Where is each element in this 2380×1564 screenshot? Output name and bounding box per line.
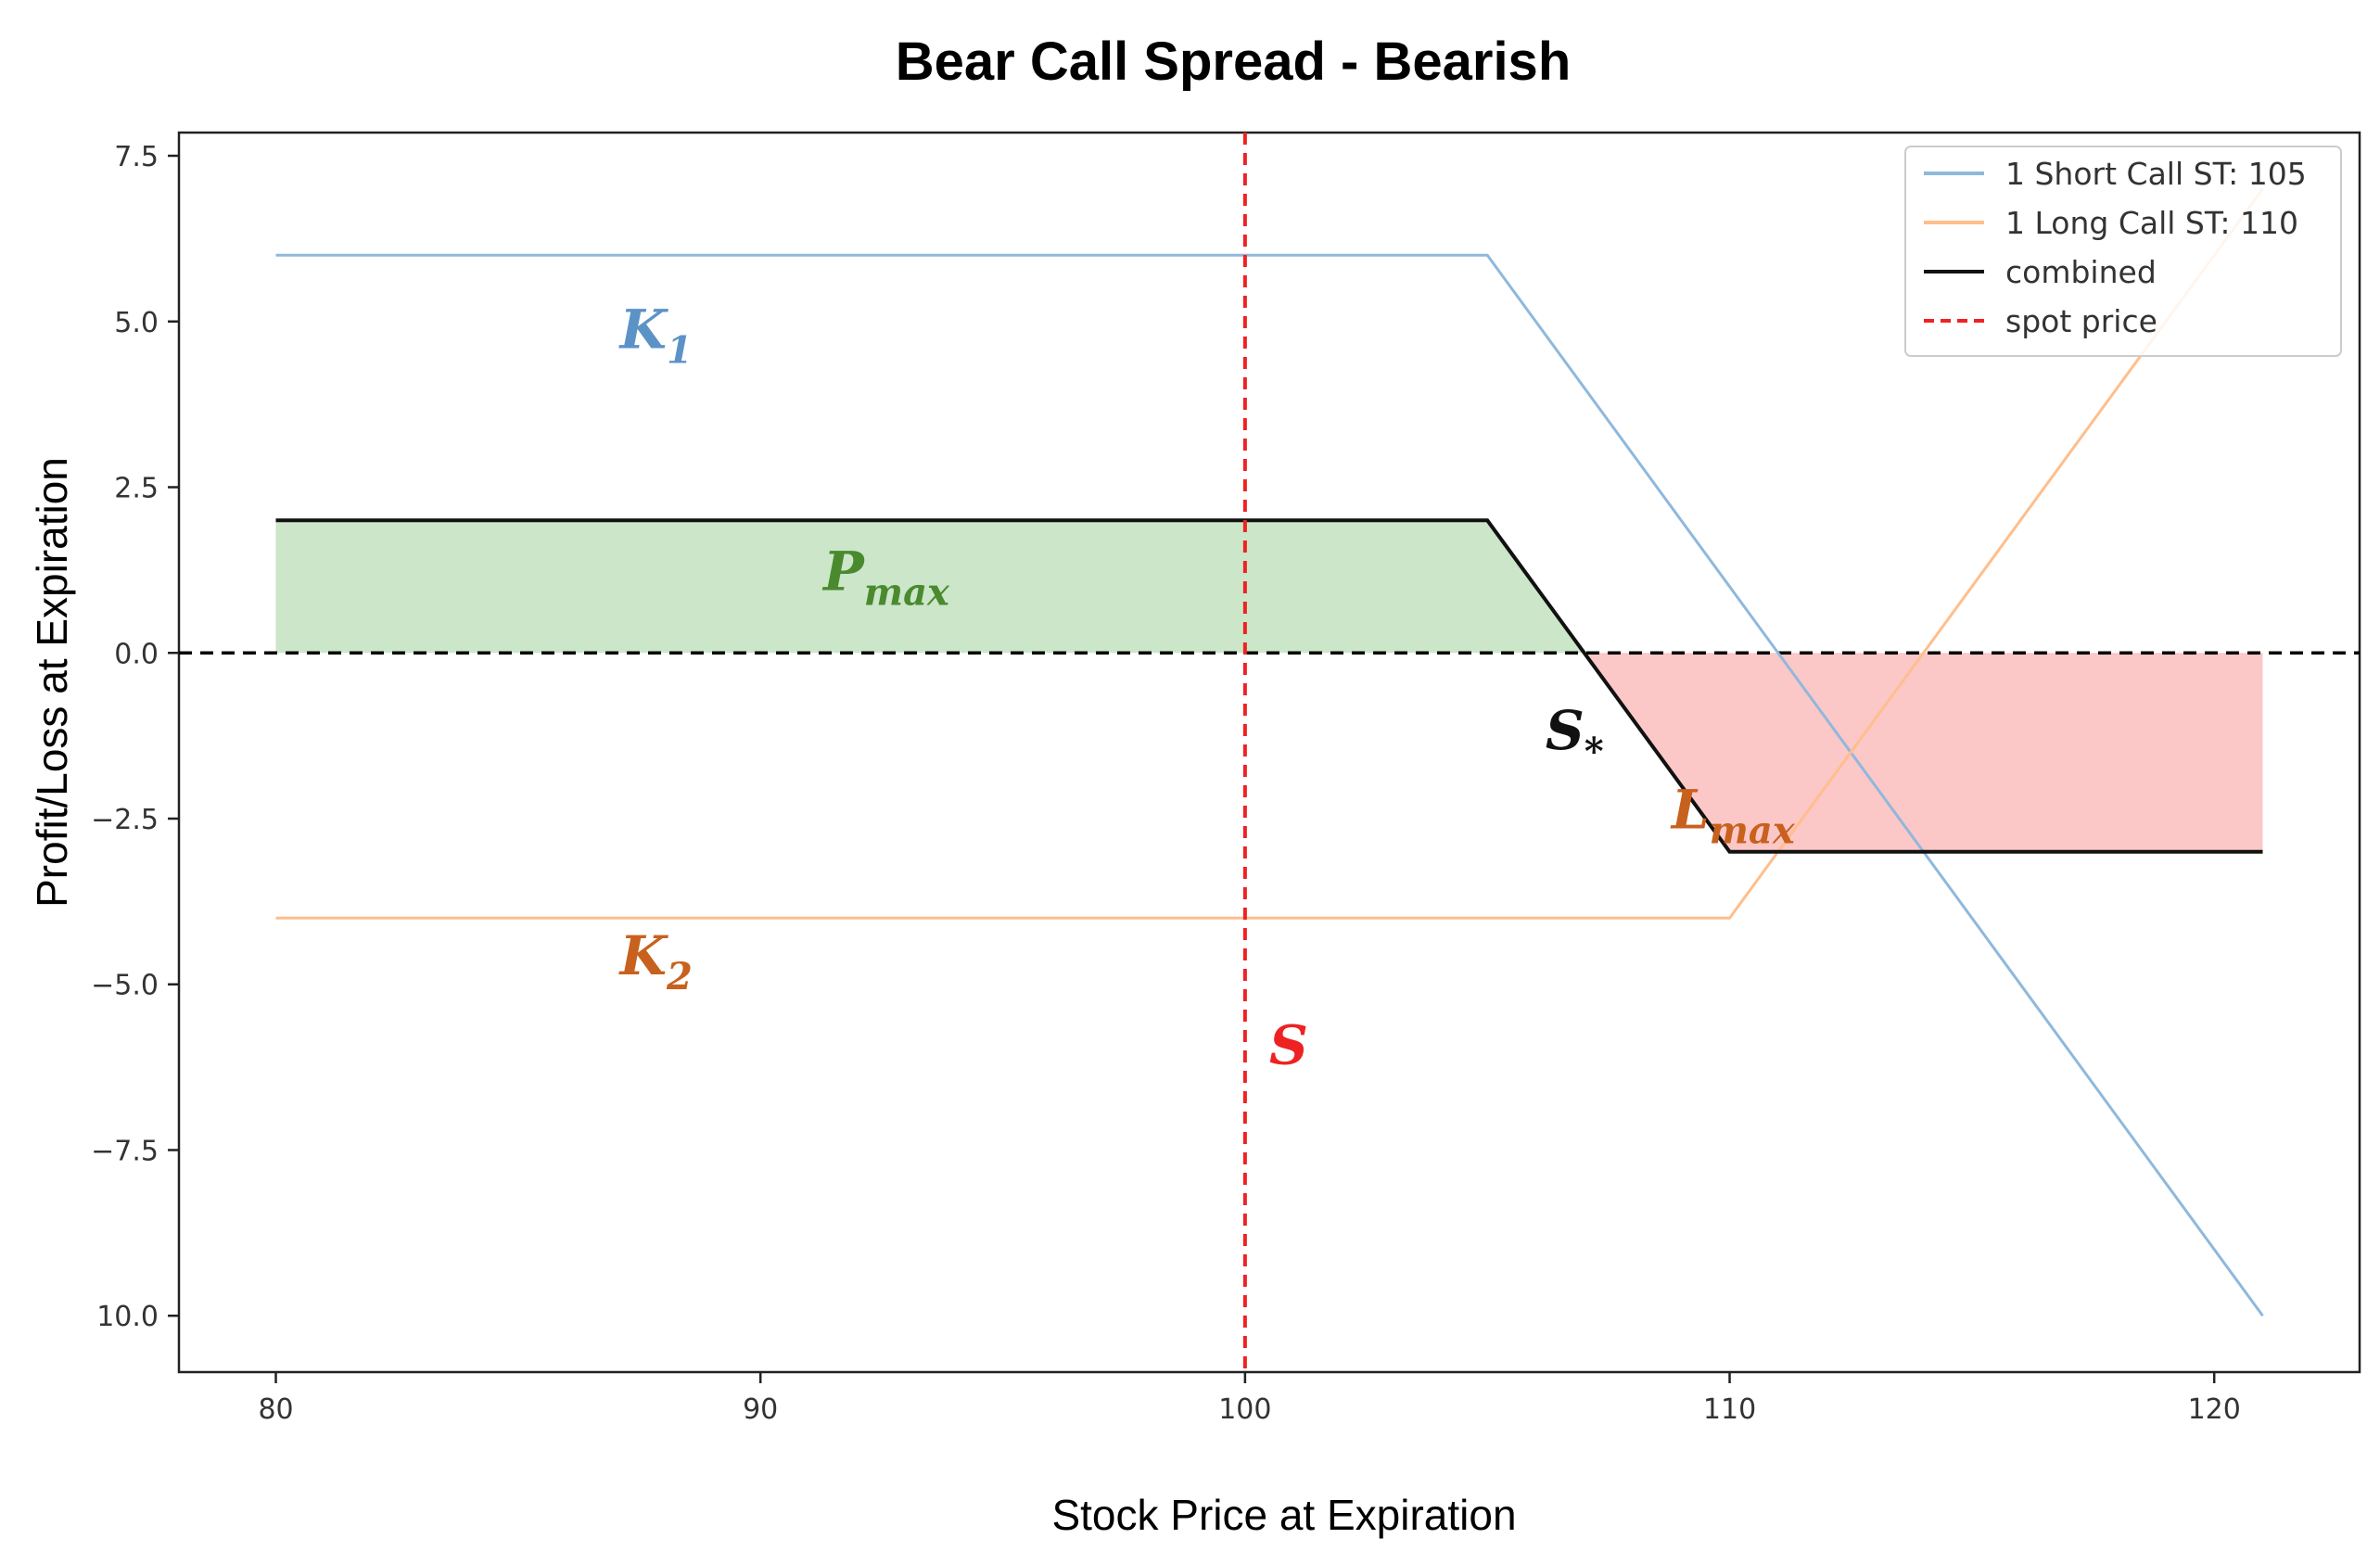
x-tick-label: 90 xyxy=(743,1393,778,1426)
x-tick-label: 110 xyxy=(1703,1393,1756,1426)
annotation-label: Lmax xyxy=(1670,779,1796,853)
fill-regions xyxy=(275,520,2263,852)
legend-box xyxy=(1904,146,2342,357)
profit-region xyxy=(275,520,1585,654)
y-tick-label: −7.5 xyxy=(91,1135,159,1167)
legend-label: spot price xyxy=(2005,303,2157,339)
legend-label: combined xyxy=(2005,254,2157,290)
annotation-label: K1 xyxy=(618,298,693,372)
annotation-label: Pmax xyxy=(821,540,950,614)
y-tick-label: −2.5 xyxy=(91,804,159,836)
y-tick-label: 5.0 xyxy=(114,307,159,339)
combined-line xyxy=(275,518,2263,854)
y-tick-label: 7.5 xyxy=(114,141,159,173)
y-tick-label: 0.0 xyxy=(114,638,159,670)
legend-label: 1 Short Call ST: 105 xyxy=(2005,156,2307,192)
x-tick-label: 120 xyxy=(2188,1393,2241,1426)
y-axis-label: Profit/Loss at Expiration xyxy=(28,457,76,908)
short-call-line xyxy=(275,253,2264,1317)
x-tick-label: 100 xyxy=(1218,1393,1271,1426)
long-call-line xyxy=(275,187,2264,920)
x-axis-label: Stock Price at Expiration xyxy=(1051,1491,1516,1539)
axis-ticks: 80 90 100 110 120 7.5 5.0 2.5 0.0 −2.5 −5.0 −7.5 10.… xyxy=(91,141,2241,1426)
annotation-label: S xyxy=(1269,1014,1308,1077)
annotations: K1 Pmax S* Lmax K2 S xyxy=(618,298,1796,1076)
series-lines xyxy=(179,133,2360,1372)
y-tick-label: −5.0 xyxy=(91,970,159,1002)
plot-area-frame xyxy=(177,131,2361,1374)
y-tick-label: 10.0 xyxy=(96,1301,159,1333)
legend: 1 Short Call ST: 105 1 Long Call ST: 110 c… xyxy=(1904,146,2342,357)
annotation-label: S* xyxy=(1546,699,1604,773)
x-tick-label: 80 xyxy=(258,1393,293,1426)
legend-label: 1 Long Call ST: 110 xyxy=(2005,205,2298,241)
annotation-label: K2 xyxy=(618,924,693,998)
loss-region xyxy=(1584,653,2263,852)
y-tick-label: 2.5 xyxy=(114,473,159,505)
chart-title: Bear Call Spread - Bearish xyxy=(896,32,1572,92)
